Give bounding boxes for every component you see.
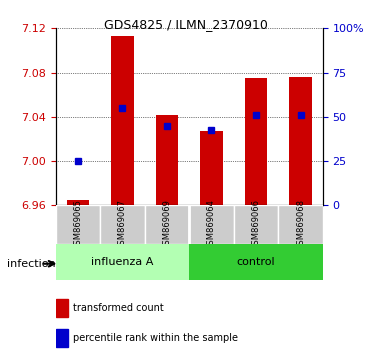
Bar xyxy=(245,78,267,205)
FancyBboxPatch shape xyxy=(56,205,100,244)
Bar xyxy=(111,36,134,205)
Bar xyxy=(67,200,89,205)
FancyBboxPatch shape xyxy=(189,244,323,280)
Bar xyxy=(56,329,68,348)
Text: infection: infection xyxy=(7,259,56,269)
Text: GSM869066: GSM869066 xyxy=(252,199,260,250)
FancyBboxPatch shape xyxy=(278,205,323,244)
Text: percentile rank within the sample: percentile rank within the sample xyxy=(73,333,239,343)
FancyBboxPatch shape xyxy=(189,205,234,244)
Text: control: control xyxy=(237,257,275,267)
Text: GSM869068: GSM869068 xyxy=(296,199,305,250)
FancyBboxPatch shape xyxy=(145,205,189,244)
Text: influenza A: influenza A xyxy=(91,257,154,267)
FancyBboxPatch shape xyxy=(100,205,145,244)
Text: GSM869067: GSM869067 xyxy=(118,199,127,250)
Bar xyxy=(289,77,312,205)
Text: GSM869069: GSM869069 xyxy=(162,199,171,250)
Bar xyxy=(156,115,178,205)
Bar xyxy=(200,131,223,205)
Text: GSM869064: GSM869064 xyxy=(207,199,216,250)
FancyBboxPatch shape xyxy=(234,205,278,244)
Bar xyxy=(56,299,68,317)
Text: transformed count: transformed count xyxy=(73,303,164,313)
Text: GSM869065: GSM869065 xyxy=(73,199,82,250)
FancyBboxPatch shape xyxy=(56,244,189,280)
Text: GDS4825 / ILMN_2370910: GDS4825 / ILMN_2370910 xyxy=(104,18,267,31)
